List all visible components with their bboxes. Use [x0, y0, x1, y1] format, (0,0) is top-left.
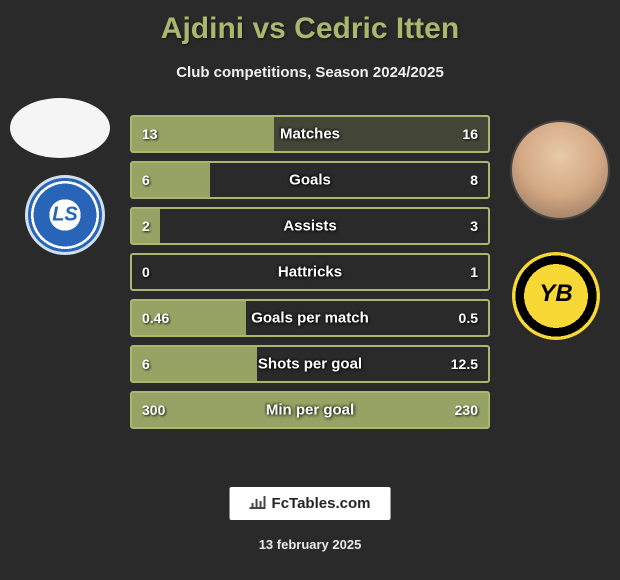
stat-value-right: 1 [470, 264, 478, 280]
stat-value-right: 12.5 [451, 356, 478, 372]
stat-row: 0 Hattricks 1 [130, 253, 490, 291]
stat-value-right: 8 [470, 172, 478, 188]
stat-value-right: 3 [470, 218, 478, 234]
stat-value-left: 13 [142, 126, 158, 142]
page-title: Ajdini vs Cedric Itten [0, 0, 620, 46]
stat-label: Min per goal [266, 402, 354, 419]
stat-bar-left [132, 347, 257, 381]
stat-label: Hattricks [278, 264, 342, 281]
stat-label: Goals [289, 172, 331, 189]
stat-value-left: 0 [142, 264, 150, 280]
stat-value-left: 2 [142, 218, 150, 234]
stat-row: 13 Matches 16 [130, 115, 490, 153]
player-avatar-left [10, 98, 110, 158]
club-logo-right [512, 252, 600, 340]
stat-value-right: 230 [455, 402, 478, 418]
stat-value-left: 300 [142, 402, 165, 418]
player-avatar-right [510, 120, 610, 220]
stat-label: Goals per match [251, 310, 369, 327]
date-text: 13 february 2025 [259, 537, 362, 552]
footer-brand: FcTables.com [230, 487, 391, 520]
stat-row: 6 Shots per goal 12.5 [130, 345, 490, 383]
stat-label: Shots per goal [258, 356, 362, 373]
stat-value-left: 0.46 [142, 310, 169, 326]
stat-row: 0.46 Goals per match 0.5 [130, 299, 490, 337]
stat-label: Assists [283, 218, 336, 235]
stat-value-right: 0.5 [459, 310, 478, 326]
stat-row: 300 Min per goal 230 [130, 391, 490, 429]
stat-label: Matches [280, 126, 340, 143]
footer-brand-text: FcTables.com [272, 495, 371, 512]
club-logo-left [25, 175, 105, 255]
stat-value-left: 6 [142, 172, 150, 188]
subtitle: Club competitions, Season 2024/2025 [0, 64, 620, 81]
stat-row: 2 Assists 3 [130, 207, 490, 245]
chart-icon [250, 495, 266, 512]
stat-value-left: 6 [142, 356, 150, 372]
stats-container: 13 Matches 16 6 Goals 8 2 Assists 3 0 Hattricks 1 0.… [130, 115, 490, 437]
stat-row: 6 Goals 8 [130, 161, 490, 199]
stat-value-right: 16 [462, 126, 478, 142]
